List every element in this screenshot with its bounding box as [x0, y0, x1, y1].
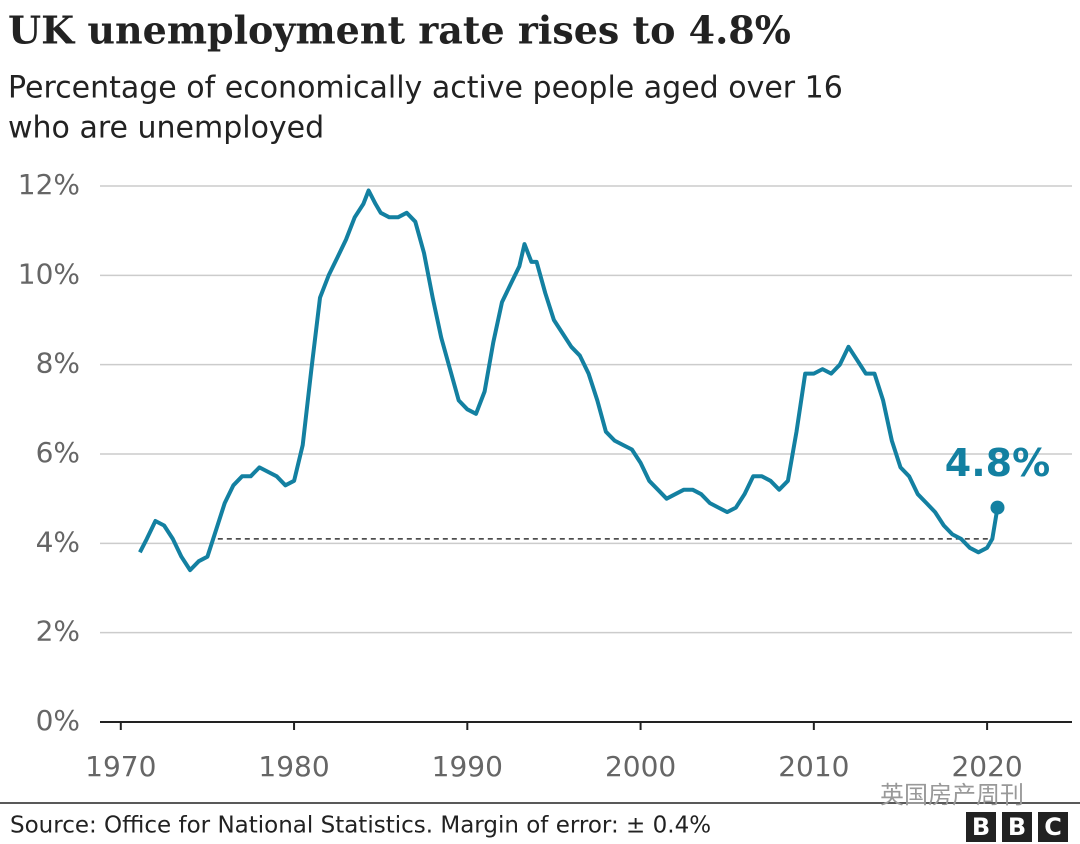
- y-tick-label: 0%: [36, 704, 80, 737]
- bbc-logo: B B C: [966, 812, 1068, 842]
- end-label: 4.8%: [945, 441, 1050, 485]
- end-point: [990, 500, 1005, 515]
- x-tick-label: 1980: [258, 750, 329, 783]
- logo-box: [1002, 812, 1032, 842]
- x-tick-label: 2000: [605, 750, 676, 783]
- chart-title: UK unemployment rate rises to 4.8%: [8, 8, 791, 53]
- y-tick-label: 6%: [36, 436, 80, 469]
- logo-box: [966, 812, 996, 842]
- logo-letter: B: [1008, 813, 1026, 841]
- x-tick-label: 1990: [432, 750, 503, 783]
- x-tick-label: 1970: [85, 750, 156, 783]
- chart-subtitle: who are unemployed: [8, 111, 324, 146]
- watermark: 英国房产周刊: [880, 781, 1024, 809]
- logo-box: [1038, 812, 1068, 842]
- data-line: [138, 188, 1000, 573]
- logo-letter: B: [972, 813, 990, 841]
- x-tick-label: 2020: [951, 750, 1022, 783]
- chart-subtitle: Percentage of economically active people…: [8, 71, 843, 106]
- y-tick-label: 8%: [36, 347, 80, 380]
- source: Source: Office for National Statistics. …: [10, 813, 711, 839]
- y-tick-label: 10%: [18, 257, 80, 290]
- y-tick-label: 4%: [36, 525, 80, 558]
- logo-letter: C: [1044, 813, 1062, 841]
- y-tick-label: 2%: [36, 615, 80, 648]
- x-tick-label: 2010: [778, 750, 849, 783]
- y-tick-label: 12%: [18, 168, 80, 201]
